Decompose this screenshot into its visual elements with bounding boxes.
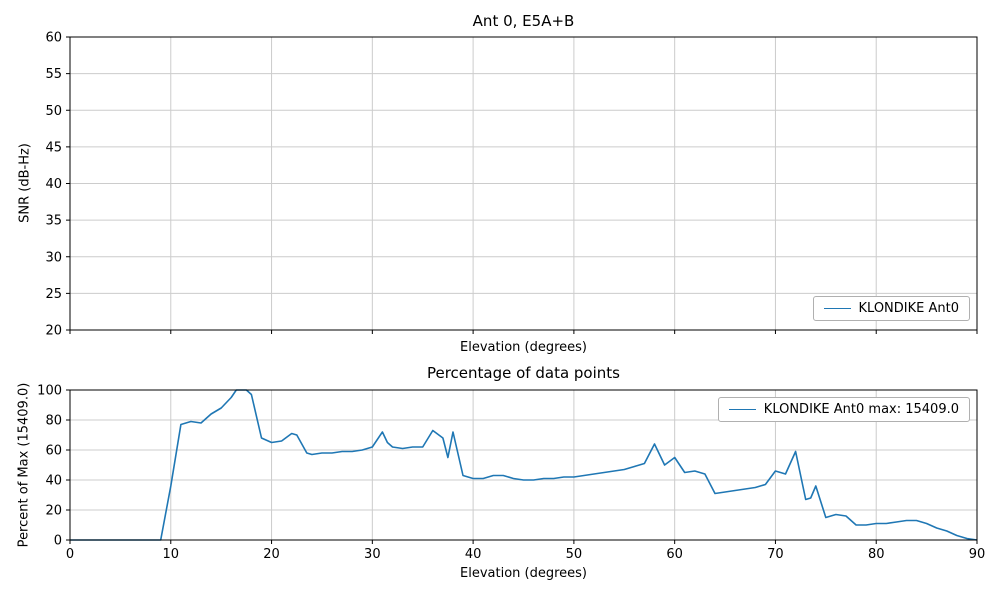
bottom-plot-title: Percentage of data points [426,364,620,382]
svg-text:50: 50 [45,104,62,119]
bottom-plot-ylabel: Percent of Max (15409.0) [16,382,32,548]
legend-label: KLONDIKE Ant0 max: 15409.0 [763,402,959,417]
svg-text:0: 0 [54,534,62,549]
svg-text:40: 40 [465,547,482,562]
svg-text:100: 100 [37,384,62,399]
bottom-plot-xlabel: Elevation (degrees) [460,566,587,581]
svg-text:20: 20 [45,504,62,519]
svg-text:80: 80 [45,414,62,429]
legend-label: KLONDIKE Ant0 [858,301,959,316]
svg-text:10: 10 [163,547,180,562]
svg-text:80: 80 [868,547,885,562]
svg-text:60: 60 [45,444,62,459]
svg-text:20: 20 [45,324,62,339]
top-plot-ylabel: SNR (dB-Hz) [17,143,33,223]
top-plot-title: Ant 0, E5A+B [472,12,575,30]
svg-text:25: 25 [45,287,62,302]
bottom-plot-legend: KLONDIKE Ant0 max: 15409.0 [717,397,970,422]
top-plot-xlabel: Elevation (degrees) [460,340,587,355]
svg-text:70: 70 [767,547,784,562]
legend-line-sample [728,409,756,410]
svg-text:20: 20 [263,547,280,562]
svg-text:40: 40 [45,474,62,489]
svg-text:40: 40 [45,177,62,192]
svg-text:50: 50 [566,547,583,562]
svg-text:60: 60 [666,547,683,562]
svg-text:55: 55 [45,67,62,82]
top-plot-legend: KLONDIKE Ant0 [812,296,970,321]
svg-text:45: 45 [45,140,62,155]
svg-text:30: 30 [364,547,381,562]
svg-text:90: 90 [969,547,986,562]
svg-text:60: 60 [45,31,62,46]
legend-line-sample [823,308,851,309]
svg-text:30: 30 [45,250,62,265]
svg-text:0: 0 [66,547,74,562]
svg-text:35: 35 [45,214,62,229]
